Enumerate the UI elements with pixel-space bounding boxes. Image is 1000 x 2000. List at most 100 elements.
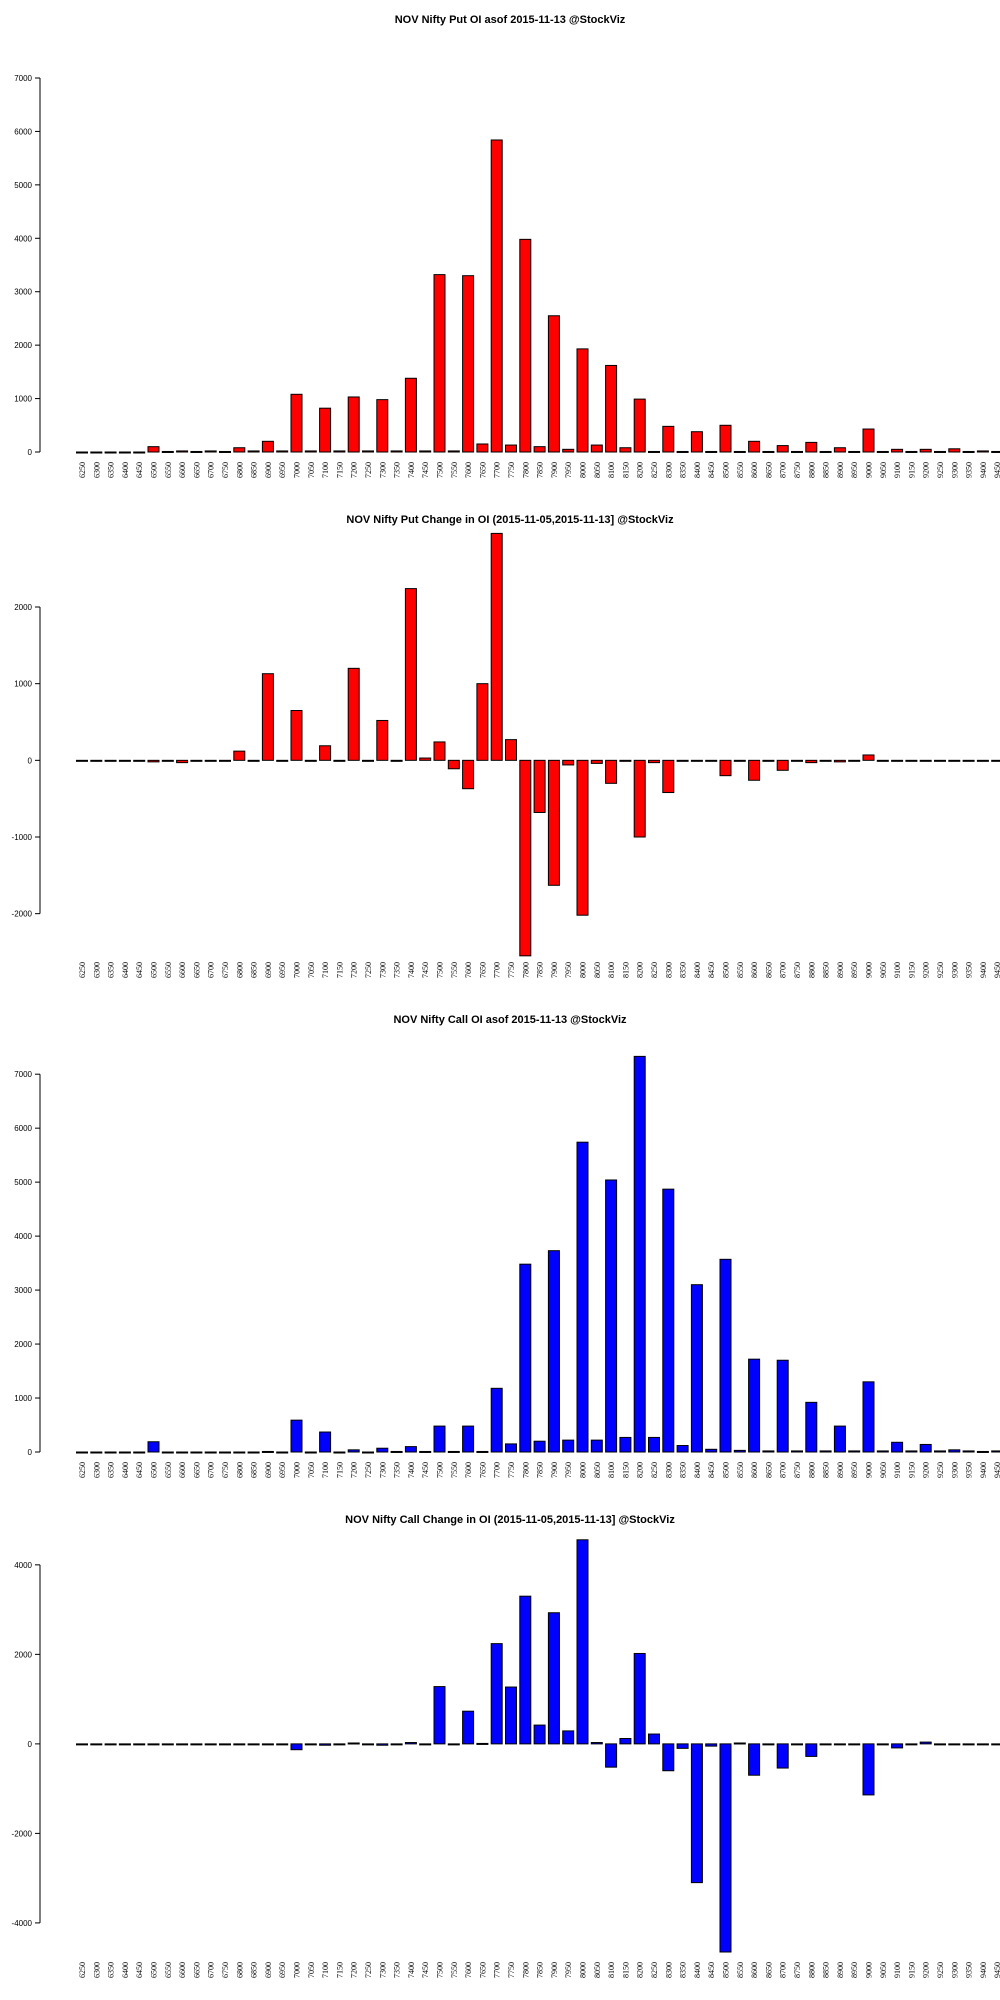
bar-7000 (290, 1743, 303, 1751)
x-tick-label: 9250 (936, 462, 945, 478)
bar-8050 (590, 1742, 603, 1745)
x-tick-label: 6500 (150, 462, 159, 478)
x-tick-label: 9150 (907, 962, 916, 978)
x-tick-label: 7050 (307, 1962, 316, 1978)
x-tick-label: 6650 (192, 462, 201, 478)
bar-9250 (934, 759, 946, 762)
x-tick-label: 8650 (764, 1962, 773, 1978)
bar-7300 (376, 1447, 389, 1453)
bar-6900 (261, 1743, 274, 1746)
bar-7800 (519, 759, 532, 957)
bar-8500 (719, 1258, 732, 1453)
bar-7050 (304, 1743, 317, 1746)
x-tick-label: 6800 (235, 1962, 244, 1978)
x-tick-label: 9400 (979, 1462, 988, 1478)
x-tick-label: 7300 (378, 1462, 387, 1478)
bar-8000 (576, 1539, 589, 1745)
bar-7350 (390, 759, 403, 762)
bar-8300 (662, 1743, 675, 1772)
x-tick-label: 7000 (293, 962, 302, 978)
put-oi-chart-svg: NOV Nifty Put OI asof 2015-11-13 @StockV… (14, 14, 1000, 478)
x-tick-label: 7800 (521, 462, 530, 478)
bar-6300 (90, 759, 103, 762)
x-tick-label: 9450 (993, 962, 1000, 978)
bar-8300 (662, 759, 675, 794)
bar-7000 (290, 1419, 303, 1453)
bar-7500 (433, 1425, 446, 1453)
x-tick-label: 9050 (879, 1462, 888, 1478)
bar-8950 (848, 1743, 861, 1746)
bar-7750 (505, 1443, 517, 1453)
x-tick-label: 8950 (850, 1462, 859, 1478)
bar-6350 (104, 1451, 117, 1454)
x-tick-label: 9400 (979, 1962, 988, 1978)
bar-6800 (233, 750, 246, 761)
bar-9000 (862, 1381, 875, 1453)
bar-6650 (190, 759, 203, 762)
bar-8800 (805, 1743, 818, 1757)
bar-6900 (261, 1450, 274, 1453)
bar-8000 (576, 348, 589, 453)
bar-8500 (719, 1743, 732, 1953)
x-tick-label: 6550 (164, 462, 173, 478)
x-tick-label: 6750 (221, 462, 230, 478)
x-tick-label: 6700 (207, 1462, 216, 1478)
x-tick-label: 6750 (221, 1962, 230, 1978)
bar-7800 (519, 238, 532, 453)
x-tick-label: 9100 (893, 462, 902, 478)
x-tick-label: 6900 (264, 462, 273, 478)
x-tick-label: 8000 (579, 962, 588, 978)
bar-8750 (791, 1743, 803, 1746)
x-tick-label: 7250 (364, 1462, 373, 1478)
bar-8200 (633, 1055, 646, 1453)
x-tick-label: 7800 (521, 1962, 530, 1978)
put-oi-change-chart: NOV Nifty Put Change in OI (2015-11-05,2… (0, 500, 1000, 1000)
bar-8400 (690, 431, 703, 453)
x-tick-label: 8550 (736, 462, 745, 478)
x-tick-label: 8650 (764, 1462, 773, 1478)
bar-8750 (791, 759, 803, 762)
y-tick-label: 3000 (14, 1286, 32, 1295)
x-tick-label: 9050 (879, 1962, 888, 1978)
bar-8700 (776, 445, 789, 453)
y-tick-label: 0 (28, 756, 33, 765)
x-tick-label: 8750 (793, 1962, 802, 1978)
bar-7750 (505, 444, 517, 453)
x-tick-label: 7100 (321, 1962, 330, 1978)
bar-7900 (547, 759, 560, 886)
bar-8450 (705, 759, 718, 762)
bar-6450 (133, 451, 146, 454)
x-tick-label: 6650 (192, 1962, 201, 1978)
bar-8150 (619, 447, 632, 453)
x-tick-label: 8800 (807, 462, 816, 478)
x-tick-label: 9300 (950, 962, 959, 978)
bar-9400 (976, 450, 989, 453)
bar-7050 (304, 1451, 317, 1454)
bar-8750 (791, 1450, 803, 1453)
bar-6300 (90, 451, 103, 454)
bar-7150 (333, 450, 346, 453)
bar-9300 (948, 1743, 961, 1746)
x-tick-label: 7350 (393, 962, 402, 978)
bar-8250 (648, 1436, 660, 1453)
bar-6350 (104, 759, 117, 762)
x-tick-label: 7500 (436, 962, 445, 978)
bar-8950 (848, 450, 861, 453)
x-tick-label: 6850 (250, 1462, 259, 1478)
bar-7100 (319, 1743, 332, 1746)
bar-8900 (833, 759, 846, 763)
x-tick-label: 7750 (507, 462, 516, 478)
x-tick-label: 8550 (736, 1462, 745, 1478)
x-tick-label: 9150 (907, 462, 916, 478)
y-tick-label: 5000 (14, 1178, 32, 1187)
x-tick-label: 7950 (564, 1462, 573, 1478)
x-tick-label: 9400 (979, 962, 988, 978)
x-tick-label: 6400 (121, 1462, 130, 1478)
y-tick-label: 5000 (14, 181, 32, 190)
bar-7150 (333, 1451, 346, 1454)
bar-8600 (748, 440, 761, 453)
bar-7050 (304, 450, 317, 453)
x-tick-label: 7000 (293, 1462, 302, 1478)
x-tick-label: 8450 (707, 1962, 716, 1978)
x-tick-label: 8450 (707, 462, 716, 478)
